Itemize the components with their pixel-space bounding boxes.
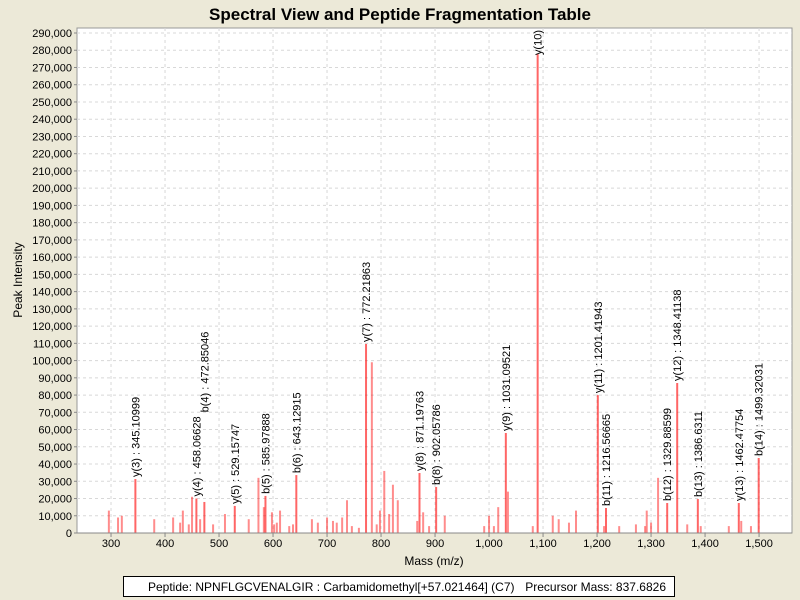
y-tick-label: 80,000 <box>38 390 72 402</box>
y-tick-label: 90,000 <box>38 373 72 385</box>
y-tick-label: 110,000 <box>33 338 72 350</box>
peak-annotation: b(5) : 585.97888 <box>260 413 272 494</box>
x-tick-label: 1,100 <box>529 538 557 550</box>
y-tick-label: 170,000 <box>32 235 72 247</box>
peak-annotation: b(8) : 902.05786 <box>431 404 443 485</box>
x-tick-label: 1,300 <box>637 538 665 550</box>
gridlines <box>77 28 792 533</box>
y-tick-label: 280,000 <box>32 45 72 57</box>
chart-title: Spectral View and Peptide Fragmentation … <box>209 5 591 24</box>
y-tick-label: 270,000 <box>32 62 72 74</box>
x-tick-label: 1,500 <box>745 538 773 550</box>
peak-annotation: b(12) : 1329.88599 <box>662 408 674 501</box>
peak-annotation: b(13) : 1386.6311 <box>693 411 705 497</box>
y-tick-label: 180,000 <box>32 218 72 230</box>
y-tick-label: 100,000 <box>32 356 72 368</box>
peak-annotation: b(4) : 472.85046 <box>199 332 211 413</box>
peak-annotation: y(4) : 458.06628 <box>191 416 203 496</box>
y-tick-label: 290,000 <box>32 28 72 40</box>
y-tick-label: 260,000 <box>32 80 72 92</box>
x-axis: 300 400 500 600 700 800 900 1,000 1,100 1,200 1,30… <box>77 532 792 550</box>
precursor-mass: Precursor Mass: 837.6826 <box>525 580 666 594</box>
x-tick-label: 1,200 <box>583 538 611 550</box>
y-tick-label: 250,000 <box>32 97 72 109</box>
x-tick-label: 500 <box>210 538 228 550</box>
y-tick-label: 240,000 <box>32 114 72 126</box>
y-tick-label: 190,000 <box>32 200 72 212</box>
x-tick-label: 800 <box>372 538 390 550</box>
peak-annotation: y(7) : 772.21863 <box>361 262 373 342</box>
peaks <box>107 53 760 533</box>
x-tick-label: 900 <box>426 538 444 550</box>
x-tick-label: 700 <box>318 538 336 550</box>
y-axis-label: Peak Intensity <box>11 242 25 317</box>
y-tick-label: 130,000 <box>32 304 72 316</box>
peak-annotation: b(14) : 1499.32031 <box>754 363 766 456</box>
plot-area <box>76 27 793 534</box>
y-tick-label: 210,000 <box>32 166 72 178</box>
y-tick-label: 70,000 <box>38 407 72 419</box>
peak-annotation: y(8) : 871.19763 <box>414 391 426 471</box>
peak-annotation: y(11) : 1201.41943 <box>593 302 605 394</box>
y-tick-label: 10,000 <box>38 511 72 523</box>
y-tick-label: 200,000 <box>32 183 72 195</box>
annotations: y(3) : 345.10999 y(4) : 458.06628 b(4) : 4… <box>130 30 765 506</box>
y-tick-label: 0 <box>66 528 72 540</box>
y-tick-label: 160,000 <box>32 252 72 264</box>
y-tick-label: 20,000 <box>38 494 72 506</box>
peak-annotation: y(3) : 345.10999 <box>130 397 142 477</box>
x-tick-label: 300 <box>102 538 120 550</box>
peak-annotation: y(10) <box>533 30 545 55</box>
y-tick-label: 230,000 <box>32 131 72 143</box>
peak-annotation: y(12) : 1348.41138 <box>672 289 684 381</box>
y-tick-label: 40,000 <box>38 459 72 471</box>
y-tick-label: 120,000 <box>32 321 72 333</box>
x-tick-label: 1,400 <box>691 538 719 550</box>
y-tick-label: 30,000 <box>38 476 72 488</box>
x-tick-label: 400 <box>156 538 174 550</box>
peak-annotation: y(13) : 1462.47754 <box>734 409 746 501</box>
y-tick-label: 150,000 <box>32 269 72 281</box>
x-tick-label: 600 <box>264 538 282 550</box>
peak-annotation: b(6) : 643.12915 <box>291 392 303 473</box>
y-tick-label: 60,000 <box>38 425 72 437</box>
peptide-info-box: Peptide: NPNFLGCVENALGIR : Carbamidometh… <box>123 576 675 597</box>
x-axis-label: Mass (m/z) <box>404 554 463 568</box>
y-tick-label: 140,000 <box>32 287 72 299</box>
y-axis: 0 10,000 20,000 30,000 40,000 50,000 60,000 70,… <box>32 28 77 540</box>
peak-annotation: y(5) : 529.15747 <box>230 424 242 504</box>
peptide-label: Peptide: NPNFLGCVENALGIR : Carbamidometh… <box>148 580 515 594</box>
y-tick-label: 50,000 <box>38 442 72 454</box>
x-tick-label: 1,000 <box>475 538 503 550</box>
y-tick-label: 220,000 <box>32 149 72 161</box>
peak-annotation: b(11) : 1216.56665 <box>601 414 613 506</box>
peak-annotation: y(9) : 1031.09521 <box>501 345 513 431</box>
